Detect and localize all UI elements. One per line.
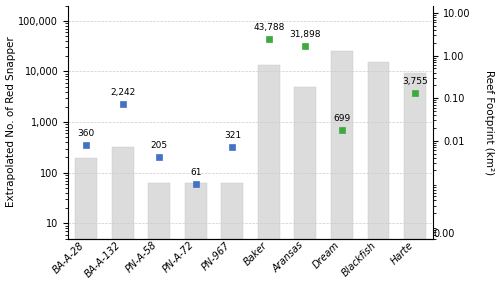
Text: 0: 0 — [0, 284, 1, 285]
Bar — [368, 62, 390, 285]
Text: 321: 321 — [224, 131, 241, 140]
Text: 205: 205 — [150, 141, 168, 150]
Text: 2,242: 2,242 — [110, 88, 136, 97]
Text: 0.00: 0.00 — [434, 229, 454, 239]
Bar — [112, 147, 134, 285]
Bar — [148, 183, 170, 285]
Y-axis label: Reef Footprint (km²): Reef Footprint (km²) — [484, 70, 494, 175]
Bar — [331, 51, 353, 285]
Bar — [294, 87, 316, 285]
Y-axis label: Extrapolated No. of Red Snapper: Extrapolated No. of Red Snapper — [6, 37, 16, 207]
Bar — [185, 183, 207, 285]
Bar — [258, 65, 280, 285]
Bar — [222, 183, 244, 285]
Bar — [404, 73, 426, 285]
Text: 360: 360 — [78, 129, 95, 138]
Text: 699: 699 — [334, 114, 350, 123]
Bar — [75, 158, 97, 285]
Text: 3,755: 3,755 — [402, 77, 428, 86]
Text: 43,788: 43,788 — [253, 23, 284, 32]
Text: 31,898: 31,898 — [290, 30, 321, 39]
Text: 61: 61 — [190, 168, 202, 177]
